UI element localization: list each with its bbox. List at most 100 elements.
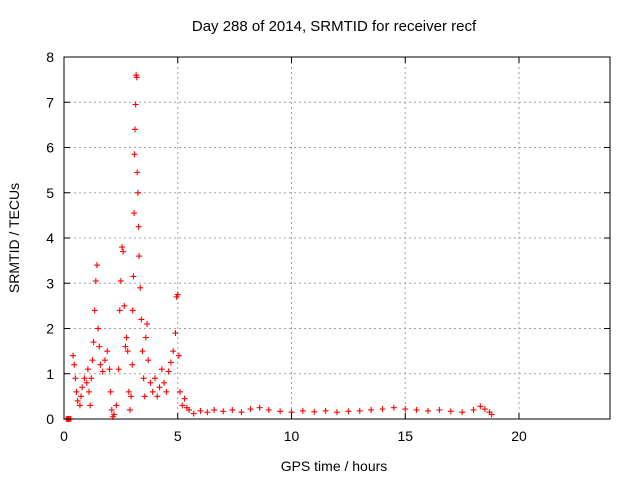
data-point [126, 406, 133, 413]
data-point [131, 210, 138, 217]
data-point [129, 307, 136, 314]
data-point [147, 379, 154, 386]
y-tick-label: 5 [46, 185, 54, 201]
data-point [140, 375, 147, 382]
data-point [220, 408, 227, 415]
x-tick-label: 20 [511, 428, 527, 444]
data-point [156, 384, 163, 391]
data-point [413, 406, 420, 413]
data-point [425, 407, 431, 414]
y-tick-label: 1 [46, 366, 54, 382]
data-point [124, 348, 131, 355]
data-point [129, 361, 136, 368]
data-point [238, 409, 245, 416]
data-points [63, 72, 495, 422]
data-point [144, 320, 151, 327]
data-point [107, 388, 114, 395]
data-point [311, 408, 318, 415]
data-point [121, 302, 128, 309]
data-point [90, 339, 97, 346]
data-point [154, 393, 161, 400]
data-point [277, 408, 284, 415]
data-point [92, 277, 99, 284]
data-point [128, 393, 135, 400]
data-point [91, 307, 98, 314]
data-point [334, 409, 340, 416]
data-point [204, 409, 211, 416]
data-point [163, 388, 170, 395]
x-tick-label: 5 [174, 428, 182, 444]
y-tick-label: 8 [46, 49, 54, 65]
data-point [481, 406, 488, 413]
data-point [174, 291, 181, 298]
data-point [470, 406, 477, 413]
data-point [265, 406, 272, 413]
data-point [459, 409, 466, 416]
data-point [402, 406, 409, 413]
data-point [135, 223, 142, 230]
data-point [72, 375, 79, 382]
y-tick-label: 3 [46, 275, 54, 291]
axis-ticks: 0 1 2 3 4 5 6 7 8 0 5 10 15 20 [46, 49, 610, 444]
data-point [299, 407, 306, 414]
data-point [79, 384, 86, 391]
data-point [87, 402, 94, 409]
data-point [477, 403, 484, 410]
data-point [138, 316, 145, 323]
data-point [167, 359, 174, 366]
data-point [76, 402, 83, 409]
data-point [119, 244, 126, 251]
data-point [190, 410, 197, 417]
data-point [97, 361, 104, 368]
data-point [133, 74, 140, 81]
data-point [78, 393, 85, 400]
data-point [141, 393, 148, 400]
data-point [137, 284, 144, 291]
data-point [175, 352, 182, 359]
data-point [83, 379, 90, 386]
grid [64, 57, 610, 419]
data-point [356, 407, 363, 414]
y-tick-label: 0 [46, 411, 54, 427]
y-tick-label: 2 [46, 321, 54, 337]
data-point [161, 379, 168, 386]
data-point [256, 404, 263, 411]
data-point [106, 366, 113, 373]
data-point [177, 388, 184, 395]
data-point [99, 368, 106, 375]
data-point [390, 404, 397, 411]
data-point [134, 169, 141, 176]
data-point [181, 395, 188, 402]
data-point [86, 388, 93, 395]
data-point [165, 368, 172, 375]
y-axis-label: SRMTID / TECUs [6, 183, 22, 293]
data-point [115, 366, 122, 373]
data-point [211, 406, 218, 413]
y-tick-label: 4 [46, 230, 54, 246]
data-point [436, 406, 443, 413]
y-tick-label: 7 [46, 94, 54, 110]
data-point [108, 406, 115, 413]
data-point [134, 189, 141, 196]
data-point [96, 343, 103, 350]
data-point [131, 151, 138, 158]
data-point [95, 325, 102, 332]
data-point [111, 411, 118, 418]
data-point [125, 388, 132, 395]
chart-title: Day 288 of 2014, SRMTID for receiver rec… [192, 18, 477, 35]
data-point [113, 402, 120, 409]
data-point [104, 348, 111, 355]
data-point [197, 407, 204, 414]
x-tick-label: 10 [284, 428, 300, 444]
data-point [229, 406, 236, 413]
data-point [170, 348, 177, 355]
data-point [345, 408, 352, 415]
data-point [142, 334, 149, 341]
data-point [120, 248, 127, 255]
data-point [149, 388, 156, 395]
data-point [117, 277, 124, 284]
x-tick-label: 15 [397, 428, 413, 444]
data-point [74, 397, 81, 404]
x-axis-label: GPS time / hours [281, 458, 388, 474]
